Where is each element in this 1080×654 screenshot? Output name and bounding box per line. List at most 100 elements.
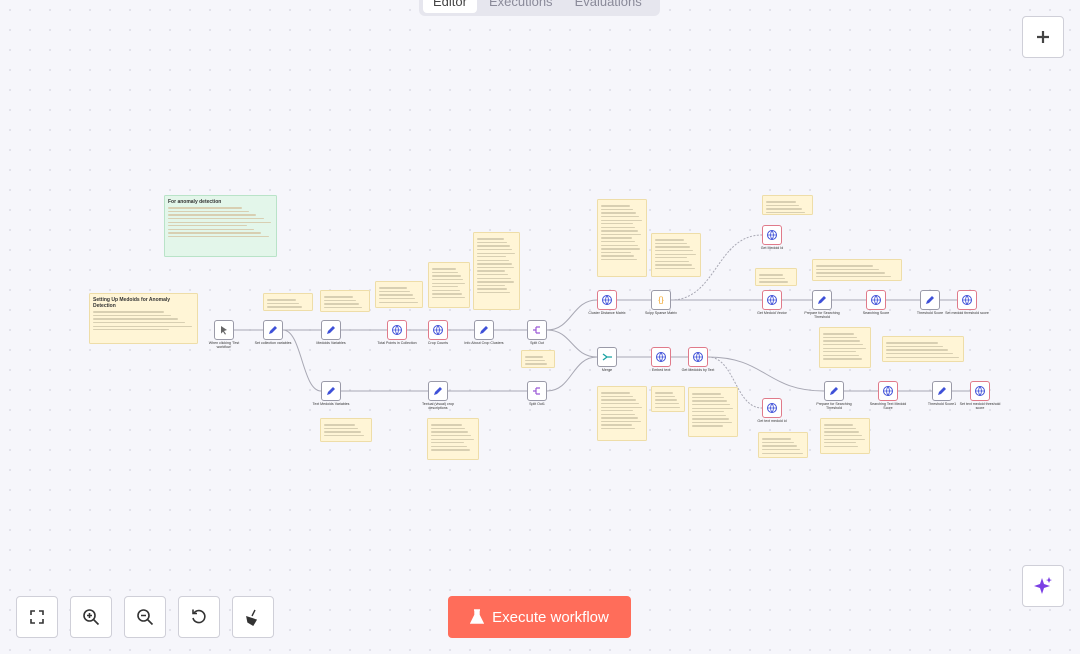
zoom-out-button[interactable] [124,596,166,638]
workflow-node[interactable] [527,320,547,340]
zoom-in-button[interactable] [70,596,112,638]
sticky-note [651,386,685,412]
text-line [762,441,795,444]
reset-zoom-button[interactable] [178,596,220,638]
text-line [823,354,860,357]
workflow-node[interactable] [527,381,547,401]
text-line [168,207,242,209]
text-line [379,301,419,303]
text-line [477,241,508,244]
workflow-node[interactable] [866,290,886,310]
workflow-node[interactable] [428,381,448,401]
node-icon [221,326,227,335]
workflow-node[interactable] [597,347,617,367]
text-line [168,214,257,216]
workflow-node[interactable] [321,320,341,340]
workflow-node[interactable] [957,290,977,310]
connection [707,356,825,392]
text-line [692,400,728,402]
text-line [824,445,859,448]
text-line [477,277,511,279]
workflow-node[interactable] [812,290,832,310]
node-label: Set text medoid threshold score [959,402,1001,411]
sticky-note [263,293,313,311]
node-label: Get Medoid Vector [757,311,787,315]
sticky-note [762,195,813,215]
node-label: Split Out1 [529,402,545,406]
tab[interactable]: Editor [423,0,477,13]
text-line [168,225,247,227]
workflow-node[interactable] [878,381,898,401]
text-line [759,281,788,283]
text-line [824,438,866,440]
workflow-node[interactable] [762,398,782,418]
text-line [601,395,634,398]
workflow-node[interactable] [321,381,341,401]
workflow-node[interactable] [428,320,448,340]
workflow-node[interactable] [824,381,844,401]
text-line [267,299,297,301]
node-icon [533,326,540,334]
sticky-note [597,199,647,277]
text-line [93,311,164,313]
text-line [431,438,475,440]
text-line [655,267,696,270]
text-line [168,232,262,234]
workflow-node[interactable] [474,320,494,340]
ai-assistant-button[interactable] [1022,565,1064,607]
workflow-node[interactable] [387,320,407,340]
workflow-node[interactable] [263,320,283,340]
workflow-node[interactable] [970,381,990,401]
text-line [477,288,508,290]
sticky-note [882,336,964,362]
node-label: Set medoid threshold score [945,311,989,315]
workflow-node[interactable]: {} [651,290,671,310]
workflow-node[interactable] [214,320,234,340]
text-line [601,233,642,236]
workflow-node[interactable] [762,290,782,310]
text-line [601,399,637,401]
text-line [477,245,510,247]
text-line [168,221,271,223]
text-line [324,306,363,309]
execute-workflow-button[interactable]: Execute workflow [448,596,631,638]
text-line [168,210,249,213]
zoom-out-icon [137,609,154,626]
workflow-node[interactable] [762,225,782,245]
text-line [601,427,635,430]
workflow-node[interactable] [688,347,708,367]
tab[interactable]: Evaluations [574,0,642,9]
text-line [886,356,959,358]
text-line [655,395,676,398]
text-line [824,427,857,430]
text-line [168,235,269,238]
sticky-note [758,432,808,458]
text-line [477,259,509,262]
add-node-button[interactable] [1022,16,1064,58]
text-line [324,296,354,298]
text-line [601,420,642,423]
text-line [823,351,856,353]
text-line [601,223,633,225]
node-label: Get Medoids by Text [681,368,715,372]
tidy-up-button[interactable] [232,596,274,638]
workflow-node[interactable] [651,347,671,367]
connection [670,234,763,301]
node-icon [269,326,277,334]
tab[interactable]: Executions [488,0,553,9]
sticky-note [820,418,870,454]
fit-view-button[interactable] [16,596,58,638]
text-line [692,421,733,424]
workflow-node[interactable] [920,290,940,310]
node-icon [602,353,612,361]
text-line [431,449,471,451]
reset-icon [192,609,206,624]
text-line [601,230,639,232]
text-line [824,442,856,444]
connection [282,329,322,392]
node-icon [975,386,985,396]
workflow-node[interactable] [597,290,617,310]
workflow-node[interactable] [932,381,952,401]
